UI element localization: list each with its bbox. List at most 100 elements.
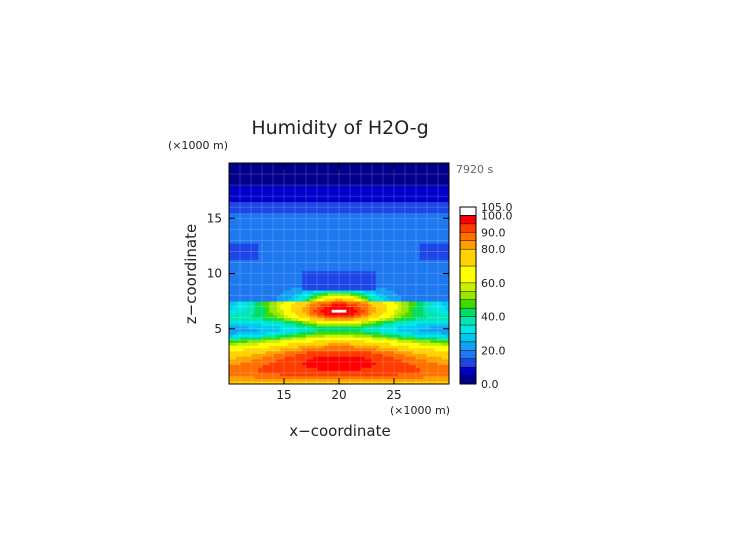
heatmap-cell [438,281,443,285]
heatmap-cell [258,317,263,321]
heatmap-cell [302,342,307,346]
heatmap-cell [236,165,241,169]
heatmap-cell [408,342,413,346]
heatmap-cell [232,325,237,330]
heatmap-cell [397,381,402,385]
heatmap-cell [357,279,362,283]
heatmap-cell [339,190,344,194]
colorbar-swatch [459,282,477,292]
heatmap-cell [416,301,421,305]
heatmap-cell [276,320,281,324]
heatmap-cell [416,290,421,294]
heatmap-cell [375,320,380,324]
heatmap-cell [419,165,424,169]
heatmap-cell [309,248,314,252]
heatmap-cell [423,259,428,263]
heatmap-cell [251,295,256,299]
heatmap-cell [397,323,402,327]
heatmap-cell [306,359,311,363]
heatmap-cell [408,320,413,324]
heatmap-cell [361,267,366,272]
heatmap-cell [240,337,245,341]
heatmap-cell [445,267,450,272]
heatmap-cell [386,237,391,241]
heatmap-cell [361,201,366,205]
heatmap-cell [350,287,355,291]
heatmap-cell [427,237,432,241]
heatmap-cell [353,245,358,250]
heatmap-cell [397,345,402,349]
heatmap-cell [386,262,391,266]
heatmap-cell [295,190,300,194]
heatmap-cell [383,292,388,296]
heatmap-cell [353,381,358,385]
heatmap-cell [441,337,446,341]
heatmap-cell [247,251,252,255]
heatmap-cell [408,232,413,236]
heatmap-cell [375,314,380,319]
heatmap-cell [401,209,406,214]
heatmap-cell [353,306,358,310]
heatmap-cell [287,292,292,296]
heatmap-cell [258,306,263,310]
heatmap-cell [342,174,347,178]
heatmap-cell [258,209,263,214]
heatmap-cell [364,251,369,255]
heatmap-cell [284,207,289,211]
heatmap-cell [273,221,278,225]
heatmap-cell [350,314,355,319]
heatmap-cell [232,182,237,186]
heatmap-cell [313,306,318,310]
heatmap-cell [350,276,355,280]
heatmap-cell [361,325,366,330]
heatmap-cell [438,350,443,355]
heatmap-cell [306,193,311,197]
heatmap-cell [284,314,289,319]
heatmap-cell [243,331,248,335]
heatmap-cell [416,196,421,200]
heatmap-cell [262,361,267,366]
heatmap-cell [324,323,329,327]
heatmap-cell [324,325,329,330]
heatmap-cell [331,312,336,316]
heatmap-cell [350,353,355,357]
heatmap-cell [291,367,296,371]
heatmap-cell [273,237,278,241]
heatmap-cell [229,325,234,330]
heatmap-cell [383,221,388,225]
heatmap-cell [331,325,336,330]
heatmap-cell [298,314,303,319]
heatmap-cell [364,306,369,310]
heatmap-cell [269,182,274,186]
heatmap-cell [306,325,311,330]
heatmap-cell [372,279,377,283]
heatmap-cell [361,370,366,374]
heatmap-cell [383,303,388,308]
heatmap-cell [394,364,399,368]
heatmap-cell [445,364,450,368]
heatmap-cell [269,234,274,238]
heatmap-cell [394,234,399,238]
heatmap-cell [313,337,318,341]
heatmap-cell [335,182,340,186]
heatmap-cell [229,328,234,332]
heatmap-cell [265,323,270,327]
heatmap-cell [269,364,274,368]
heatmap-cell [357,317,362,321]
heatmap-cell [251,215,256,219]
heatmap-cell [368,171,373,175]
heatmap-cell [251,345,256,349]
heatmap-cell [430,187,435,192]
heatmap-cell [232,292,237,296]
heatmap-cell [357,229,362,233]
heatmap-cell [236,281,241,285]
heatmap-cell [295,350,300,355]
heatmap-cell [280,215,285,219]
heatmap-cell [229,378,234,382]
heatmap-cell [240,207,245,211]
heatmap-cell [232,372,237,377]
heatmap-cell [324,270,329,274]
heatmap-cell [350,306,355,310]
heatmap-cell [262,237,267,241]
heatmap-cell [265,273,270,277]
